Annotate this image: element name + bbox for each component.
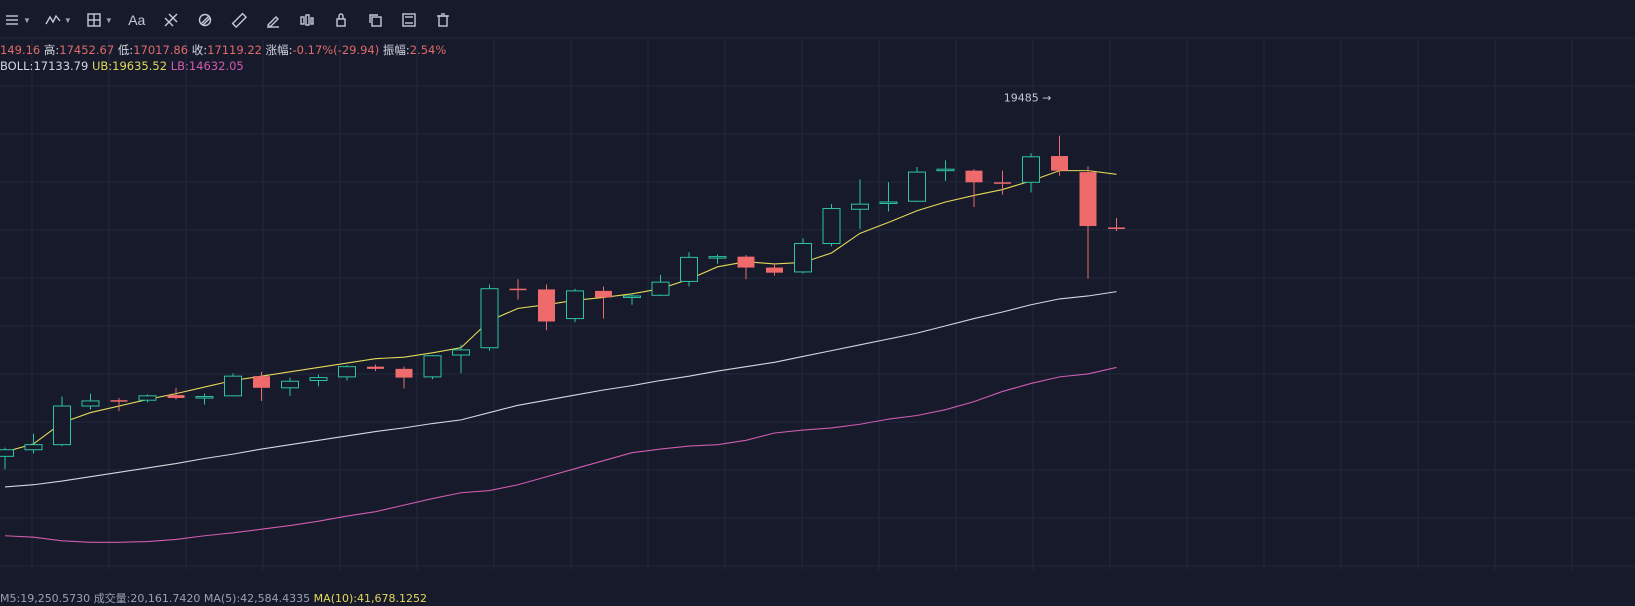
low-value: 17017.86 — [133, 43, 189, 57]
candle-body-up — [195, 396, 214, 399]
ruler-icon — [231, 12, 247, 28]
candle-body-down — [395, 368, 413, 378]
candle-body-down — [1108, 227, 1125, 229]
boll-readout: BOLL:17133.79 UB:19635.52 LB:14632.05 — [0, 59, 244, 73]
boll-mid-value: 17133.79 — [33, 59, 89, 73]
candle-body-up — [851, 203, 869, 210]
bars-icon — [300, 14, 314, 26]
candle-body-down — [538, 289, 555, 322]
candle-body-down — [766, 267, 783, 273]
volume-readout: M5:19,250.5730 成交量:20,161.7420 MA(5):42,… — [0, 590, 427, 606]
lock-button[interactable] — [329, 7, 353, 33]
trash-icon — [436, 13, 449, 27]
candle-body-up — [309, 377, 328, 382]
candle-body-up — [24, 444, 43, 451]
fibonacci-button[interactable] — [159, 7, 183, 33]
boll-ub-value: 19635.52 — [112, 59, 168, 73]
candle-body-up — [651, 281, 670, 296]
amplitude-label: 振幅: — [382, 43, 410, 57]
candle-body-up — [1022, 156, 1040, 183]
high-label: 高: — [43, 43, 60, 57]
bars-button[interactable] — [295, 7, 319, 33]
candle-body-up — [680, 256, 698, 282]
ohlc-readout: 149.16 高:17452.67 低:17017.86 收:17119.22 … — [0, 42, 446, 58]
boll-ub-label: UB: — [91, 59, 113, 73]
brush-button[interactable] — [261, 7, 285, 33]
candle-body-up — [423, 355, 442, 378]
drawing-toolbar: ▼ ▼ ▼ Aa — [0, 0, 1635, 40]
close-value: 17119.22 — [207, 43, 262, 57]
candle-body-up — [708, 256, 727, 259]
open-value: 149.16 — [0, 43, 41, 57]
candle-body-up — [623, 295, 641, 298]
menu-icon — [6, 15, 18, 25]
ruler-button[interactable] — [227, 7, 251, 33]
chevron-down-icon: ▼ — [104, 15, 113, 25]
copy-button[interactable] — [363, 7, 387, 33]
pattern-icon — [198, 13, 211, 27]
candle-body-up — [908, 171, 926, 202]
candle-body-down — [965, 170, 983, 183]
boll-middle-band-line — [4, 291, 1117, 488]
high-price-marker: 19485 → — [1004, 91, 1052, 104]
change-value: -0.17%(-29.94) — [292, 43, 380, 57]
chevron-down-icon: ▼ — [63, 15, 72, 25]
menu-button[interactable]: ▼ — [2, 7, 33, 33]
trash-button[interactable] — [431, 7, 455, 33]
candle-body-up — [338, 366, 356, 378]
crosshair-button[interactable]: ▼ — [84, 7, 115, 33]
candle-body-up — [822, 208, 841, 245]
candle-body-up — [81, 400, 100, 407]
candle-body-up — [281, 380, 299, 389]
pattern-button[interactable] — [193, 7, 217, 33]
close-label: 收: — [191, 43, 208, 57]
low-label: 低: — [117, 43, 134, 57]
change-label: 涨幅: — [265, 43, 293, 57]
candle-body-down — [110, 400, 128, 402]
chevron-down-icon: ▼ — [23, 15, 31, 25]
fibonacci-icon — [164, 13, 178, 27]
amplitude-value: 2.54% — [409, 43, 447, 57]
candle-body-down — [994, 182, 1011, 184]
candle-body-down — [737, 256, 755, 268]
screenshot-button[interactable] — [397, 7, 421, 33]
candle-body-up — [879, 201, 898, 204]
candle-body-down — [253, 376, 270, 388]
candle-body-up — [53, 405, 71, 446]
screenshot-icon — [402, 13, 416, 27]
candle-body-down — [595, 290, 612, 298]
candle-body-up — [566, 290, 584, 320]
boll-mid-label: BOLL: — [0, 59, 34, 73]
boll-upper-band-line — [4, 170, 1117, 453]
candle-body-down — [167, 395, 185, 399]
candle-body-up — [452, 349, 470, 356]
candle-body-up — [138, 395, 157, 401]
candle-body-up — [0, 449, 14, 457]
indicator-icon — [45, 14, 61, 25]
boll-lb-value: 14632.05 — [188, 59, 244, 73]
copy-icon — [369, 14, 382, 27]
candle-body-down — [509, 288, 527, 291]
candle-body-up — [480, 288, 499, 349]
boll-lb-label: LB: — [170, 59, 189, 73]
brush-icon — [266, 16, 279, 28]
candle-body-up — [794, 243, 812, 273]
lock-icon — [336, 13, 346, 27]
high-value: 17452.67 — [59, 43, 115, 57]
indicator-button[interactable]: ▼ — [43, 7, 74, 33]
candle-body-up — [936, 168, 955, 172]
candle-body-down — [1051, 156, 1068, 171]
candle-body-down — [367, 366, 384, 369]
boll-lower-band-line — [4, 366, 1117, 543]
crosshair-icon — [87, 13, 101, 27]
candle-body-up — [224, 375, 242, 397]
text-tool-button[interactable]: Aa — [128, 12, 146, 28]
candle-body-down — [1079, 172, 1097, 227]
